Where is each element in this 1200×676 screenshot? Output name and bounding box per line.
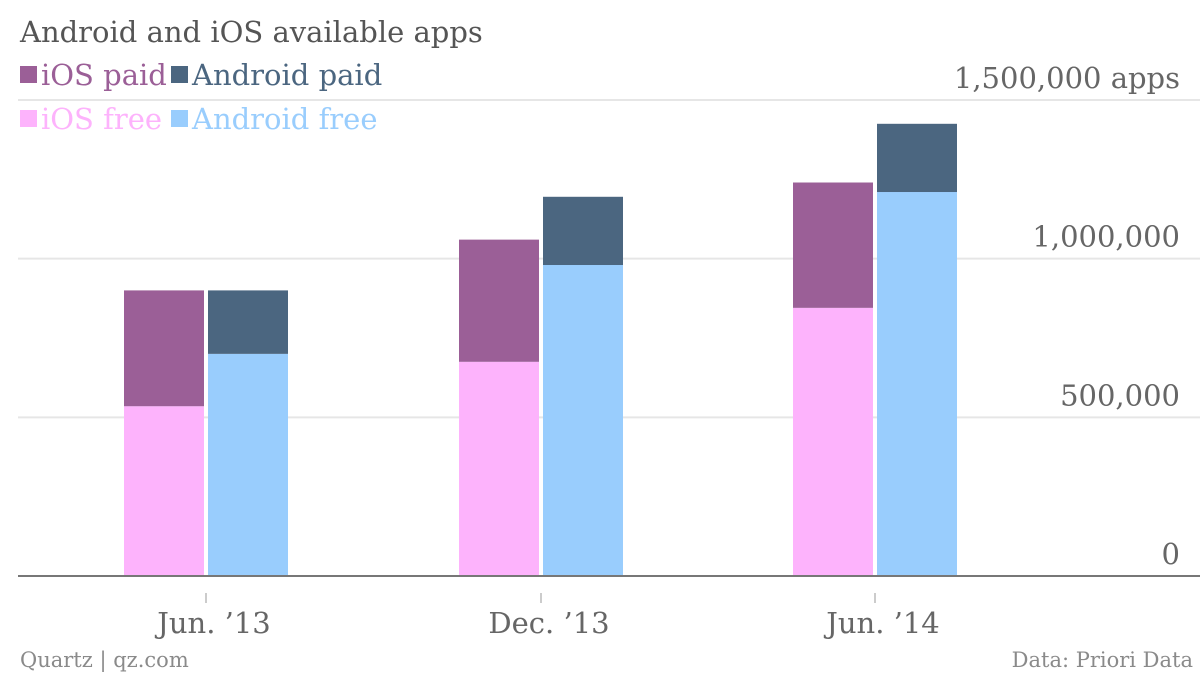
y-tick-label: 500,000 (1060, 378, 1180, 412)
footer-credit: Quartz | qz.com (20, 648, 189, 673)
axes: 0 500,000 1,000,000 1,500,000 apps Jun. ’13 D… (18, 61, 1200, 640)
bar-ios-paid (459, 239, 539, 362)
x-tick-label: Dec. ’13 (488, 606, 609, 640)
y-tick-label: 1,000,000 (1032, 220, 1180, 254)
bar-android-paid (877, 123, 957, 193)
bar-ios-free (793, 307, 873, 576)
bar-ios-free (124, 406, 204, 576)
legend-label-ios-paid: iOS paid (41, 58, 167, 92)
legend-label-ios-free: iOS free (41, 102, 162, 136)
legend-swatch-android-paid (171, 66, 188, 83)
bar-android-free (543, 265, 623, 576)
legend-label-android-free: Android free (191, 102, 377, 136)
bar-android-paid (208, 290, 288, 354)
legend: iOS paid Android paid iOS free Android f… (20, 58, 382, 136)
legend-swatch-ios-free (20, 110, 37, 127)
legend-label-android-paid: Android paid (191, 58, 382, 92)
bar-android-paid (543, 196, 623, 266)
footer-source: Data: Priori Data (1012, 648, 1193, 672)
bars (124, 123, 957, 576)
bar-android-free (877, 192, 957, 576)
x-tick-label: Jun. ’13 (154, 606, 271, 640)
x-tick-label: Jun. ’14 (823, 606, 940, 640)
bar-ios-free (459, 361, 539, 576)
bar-android-free (208, 353, 288, 576)
legend-swatch-android-free (171, 110, 188, 127)
chart-title: Android and iOS available apps (19, 15, 483, 49)
legend-swatch-ios-paid (20, 66, 37, 83)
y-tick-label: 0 (1162, 537, 1180, 571)
bar-ios-paid (124, 290, 204, 407)
bar-ios-paid (793, 182, 873, 308)
y-tick-label: 1,500,000 apps (954, 61, 1180, 95)
